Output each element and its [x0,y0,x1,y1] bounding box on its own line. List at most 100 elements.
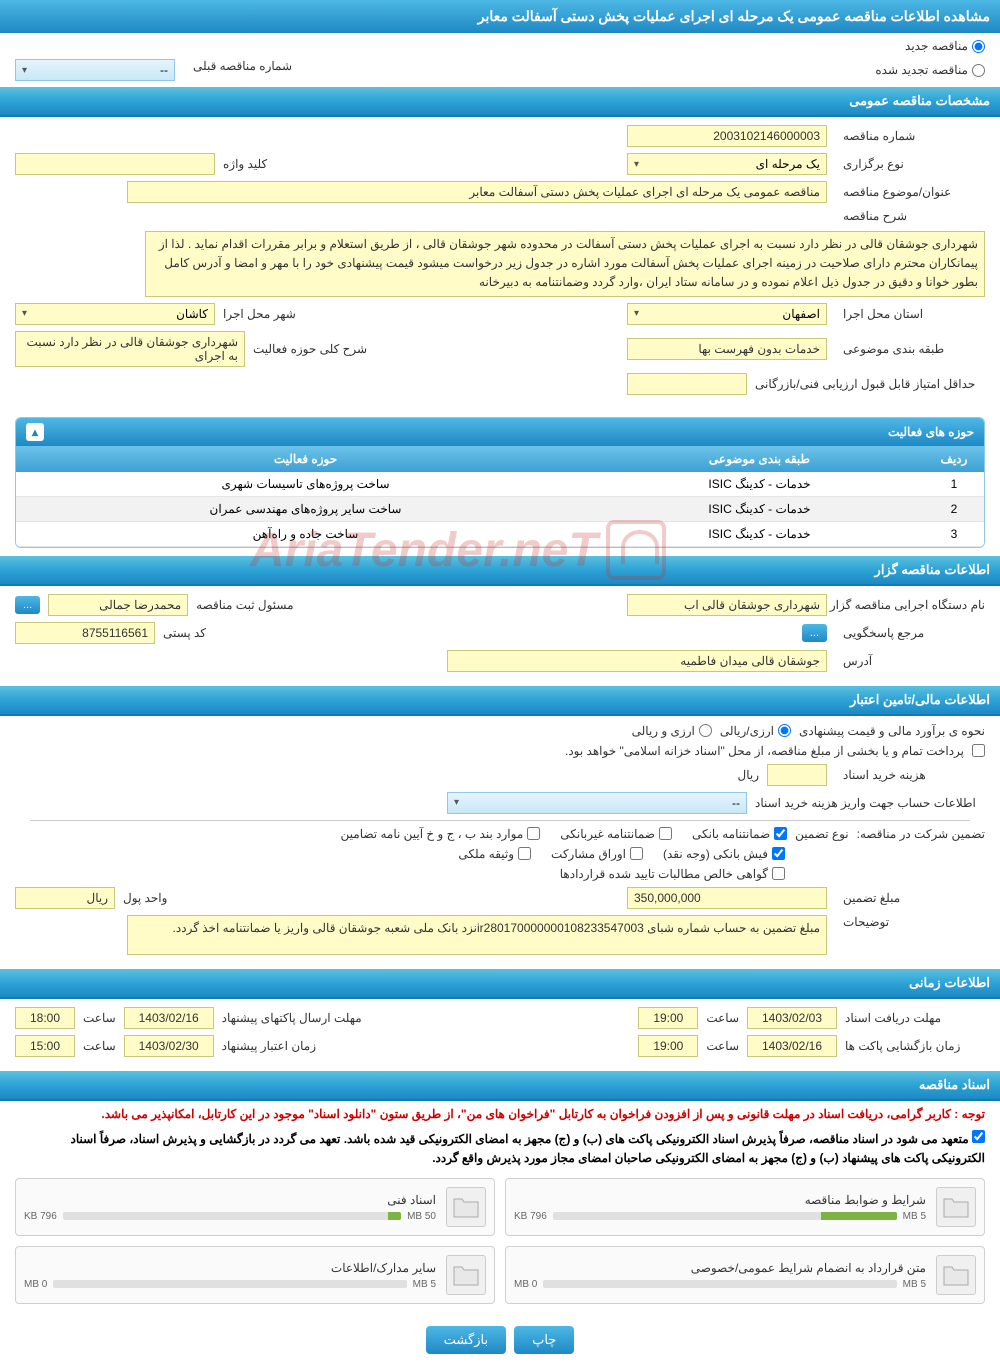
city-value: کاشان [176,307,208,321]
radio-currency-label: ارزی/ریالی [720,724,774,738]
chk-receivables[interactable] [772,867,785,880]
file-name: شرایط و ضوابط مناقصه [514,1193,926,1207]
province-select[interactable]: اصفهان ▾ [627,303,827,325]
folder-icon [936,1187,976,1227]
validity-time: 15:00 [15,1035,75,1057]
radio-new-label: مناقصه جدید [905,39,968,53]
amount-field: 350,000,000 [627,887,827,909]
submit-time-label: ساعت [83,1011,116,1025]
file-box[interactable]: شرایط و ضوابط مناقصه 5 MB 796 KB [505,1178,985,1236]
org-field: شهرداری جوشقان قالی اب [627,594,827,616]
back-button[interactable]: بازگشت [426,1326,506,1354]
chk-clause-label: موارد بند ب ، ج و خ آیین نامه تضامین [341,827,524,841]
table-row: 3خدمات - کدینگ ISICساخت جاده و راه‌آهن [16,521,984,546]
tender-number-field: 2003102146000003 [627,125,827,147]
table-row: 2خدمات - کدینگ ISICساخت سایر پروژه‌های م… [16,496,984,521]
chk-clause[interactable] [527,827,540,840]
doc-cost-field[interactable] [767,764,827,786]
chk-cash-label: فیش بانکی (وجه نقد) [663,847,768,861]
min-score-label: حداقل امتیاز قابل قبول ارزیابی فنی/بازرگ… [755,377,985,391]
file-box[interactable]: سایر مدارک/اطلاعات 5 MB 0 MB [15,1246,495,1304]
activity-table: ردیف طبقه بندی موضوعی حوزه فعالیت 1خدمات… [16,446,984,547]
radio-both[interactable] [699,724,712,737]
section-documents: اسناد مناقصه [0,1071,1000,1101]
city-select[interactable]: کاشان ▾ [15,303,215,325]
doc-cost-label: هزینه خرید اسناد [835,768,985,782]
section-financial: اطلاعات مالی/تامین اعتبار [0,686,1000,716]
keyword-field[interactable] [15,153,215,175]
prev-number-value: -- [160,63,168,77]
notes-field: مبلغ تضمین به حساب شماره شبای ir28017000… [127,915,827,955]
chk-bonds[interactable] [630,847,643,860]
address-field: جوشقان قالی میدان فاطمیه [447,650,827,672]
description-label: شرح مناقصه [835,209,985,223]
chk-bank[interactable] [774,827,787,840]
submit-time: 18:00 [15,1007,75,1029]
notice-2-text: متعهد می شود در اسناد مناقصه، صرفاً پذیر… [70,1132,985,1165]
chevron-down-icon: ▾ [454,797,459,808]
tender-number-label: شماره مناقصه [835,129,985,143]
notice-checkbox[interactable] [972,1130,985,1143]
print-button[interactable]: چاپ [514,1326,574,1354]
province-label: استان محل اجرا [835,307,985,321]
responsible-field: محمدرضا جمالی [48,594,188,616]
file-name: متن قرارداد به انضمام شرایط عمومی/خصوصی [514,1261,926,1275]
file-box[interactable]: متن قرارداد به انضمام شرایط عمومی/خصوصی … [505,1246,985,1304]
activity-scope-label: شرح کلی حوزه فعالیت [253,342,367,356]
responsible-label: مسئول ثبت مناقصه [196,598,293,612]
chevron-down-icon: ▾ [634,308,639,319]
amount-label: مبلغ تضمین [835,891,985,905]
more-button-1[interactable]: ... [15,596,40,614]
chk-receivables-label: گواهی خالص مطالبات تایید شده قراردادها [560,867,768,881]
chevron-down-icon: ▾ [22,308,27,319]
chk-cash[interactable] [772,847,785,860]
file-box[interactable]: اسناد فنی 50 MB 796 KB [15,1178,495,1236]
section-timing: اطلاعات زمانی [0,969,1000,999]
col-row: ردیف [924,446,984,472]
type-value: یک مرحله ای [756,157,820,171]
prev-number-select[interactable]: -- ▾ [15,59,175,81]
receipt-time-label: ساعت [706,1011,739,1025]
subject-field: مناقصه عمومی یک مرحله ای اجرای عملیات پخ… [127,181,827,203]
subject-label: عنوان/موضوع مناقصه [835,185,985,199]
folder-icon [936,1255,976,1295]
table-row: 1خدمات - کدینگ ISICساخت پروژه‌های تاسیسا… [16,472,984,497]
activity-table-wrap: حوزه های فعالیت ▴ ردیف طبقه بندی موضوعی … [15,417,985,548]
account-label: اطلاعات حساب جهت واریز هزینه خرید اسناد [755,796,985,810]
keyword-label: کلید واژه [223,157,267,171]
min-score-field[interactable] [627,373,747,395]
section-organizer: اطلاعات مناقصه گزار [0,556,1000,586]
opening-label: زمان بازگشایی پاکت ها [845,1039,985,1053]
payment-checkbox[interactable] [972,744,985,757]
submit-label: مهلت ارسال پاکتهای پیشنهاد [222,1011,382,1025]
collapse-icon[interactable]: ▴ [26,423,44,441]
notice-1: توجه : کاربر گرامی، دریافت اسناد در مهلت… [0,1101,1000,1128]
radio-new-tender[interactable] [972,40,985,53]
doc-cost-unit: ریال [737,768,759,782]
account-select[interactable]: -- ▾ [447,792,747,814]
radio-both-label: ارزی و ریالی [632,724,695,738]
notice-2: متعهد می شود در اسناد مناقصه، صرفاً پذیر… [0,1128,1000,1170]
receipt-time: 19:00 [638,1007,698,1029]
chevron-down-icon: ▾ [634,159,639,170]
city-label: شهر محل اجرا [223,307,296,321]
validity-time-label: ساعت [83,1039,116,1053]
type-select[interactable]: یک مرحله ای ▾ [627,153,827,175]
account-value: -- [732,796,740,810]
activity-table-title: حوزه های فعالیت [888,425,974,439]
radio-currency[interactable] [778,724,791,737]
chk-nonbank[interactable] [659,827,672,840]
file-name: سایر مدارک/اطلاعات [24,1261,436,1275]
payment-note: پرداخت تمام و یا بخشی از مبلغ مناقصه، از… [565,744,964,758]
col-category: طبقه بندی موضوعی [595,446,924,472]
unit-label: واحد پول [123,891,167,905]
guarantee-type-label: نوع تضمین [795,827,848,841]
more-button-2[interactable]: ... [802,624,827,642]
radio-renewed-label: مناقصه تجدید شده [875,63,968,77]
folder-icon [446,1187,486,1227]
opening-time-label: ساعت [706,1039,739,1053]
radio-renewed-tender[interactable] [972,64,985,77]
chk-property[interactable] [518,847,531,860]
page-title: مشاهده اطلاعات مناقصه عمومی یک مرحله ای … [0,0,1000,33]
validity-date: 1403/02/30 [124,1035,214,1057]
